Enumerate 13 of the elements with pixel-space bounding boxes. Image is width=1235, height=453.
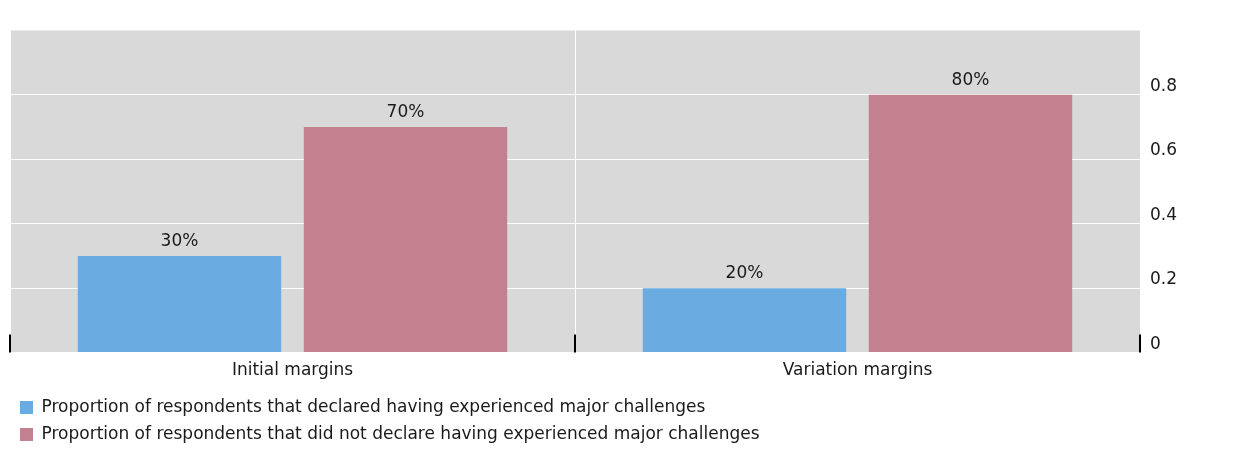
data-label: 70% — [386, 100, 425, 121]
y-tick-label: 0.8 — [1150, 74, 1178, 95]
y-tick-label: 0.4 — [1150, 203, 1178, 224]
legend-label: Proportion of respondents that did not declare having experienced major challenges — [41, 422, 760, 443]
y-tick-label: 0.6 — [1150, 139, 1178, 160]
legend-label: Proportion of respondents that declared having experienced major challenges — [41, 395, 706, 416]
y-tick-label: 0 — [1150, 332, 1161, 353]
data-label: 80% — [951, 68, 990, 89]
x-tick-label: Initial margins — [231, 359, 354, 380]
x-tick-label: Variation margins — [782, 359, 933, 380]
data-label: 20% — [725, 262, 764, 283]
y-tick-label: 0.2 — [1150, 268, 1178, 289]
data-label: 30% — [160, 229, 199, 250]
